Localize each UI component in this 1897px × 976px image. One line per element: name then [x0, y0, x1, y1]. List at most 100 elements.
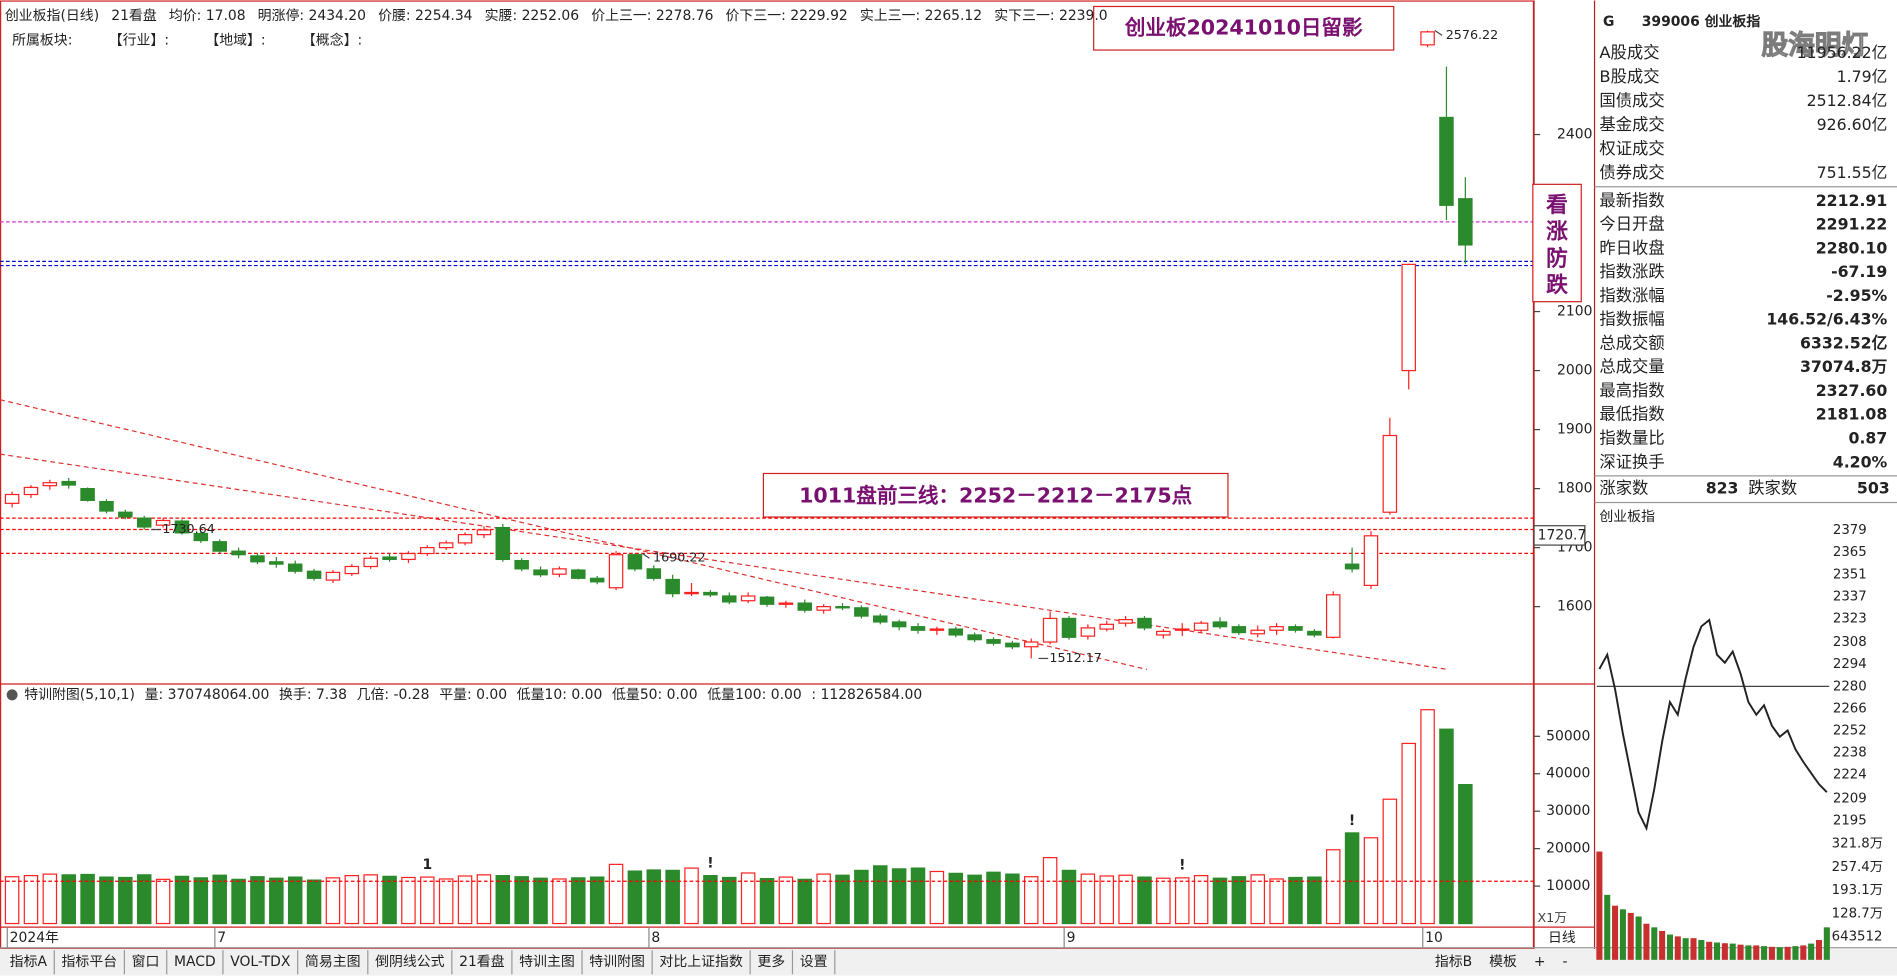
volume-bar: [740, 872, 756, 925]
tab[interactable]: -: [1562, 954, 1567, 970]
volume-bar: [1325, 849, 1341, 925]
tab[interactable]: VOL-TDX: [230, 954, 291, 970]
volume-bar: [967, 874, 982, 925]
tab[interactable]: 指标B: [1435, 954, 1472, 970]
volume-bar: [910, 867, 926, 925]
info-text: 21看盘: [111, 7, 157, 24]
volume-unit: X1万: [1537, 910, 1566, 925]
tab[interactable]: 对比上证指数: [659, 954, 743, 970]
panel-label: 昨日收盘: [1599, 238, 1664, 257]
volume-marker: !: [707, 856, 713, 872]
tab[interactable]: 窗口: [132, 953, 160, 970]
mini-volume-bar: [1768, 946, 1775, 960]
info-text: 明涨停: 2434.20: [258, 7, 366, 24]
panel-value: 37074.8万: [1800, 357, 1888, 376]
sector-label: 【行业】:: [109, 32, 169, 48]
y-tick-label: 20000: [1546, 841, 1590, 857]
candle-body: [174, 520, 190, 534]
y-tick-label: 2100: [1557, 304, 1592, 320]
tab[interactable]: MACD: [174, 954, 216, 970]
volume-bar: [797, 878, 813, 925]
panel-value: 146.52/6.43%: [1766, 310, 1887, 329]
intraday-line: [1598, 618, 1828, 832]
volume-bar: [929, 870, 945, 925]
panel-value: -67.19: [1831, 262, 1887, 281]
volume-bar: [1023, 876, 1039, 925]
info-text: 实上三一: 2265.12: [860, 8, 982, 24]
volume-bar: [891, 868, 907, 925]
mini-volume-bar: [1612, 905, 1619, 960]
y-tick-label: 10000: [1546, 878, 1590, 894]
panel-label: 指数涨跌: [1599, 262, 1664, 281]
info-text: 低量100: 0.00: [707, 687, 801, 703]
mini-volume-bar: [1627, 912, 1634, 960]
tab[interactable]: 更多: [757, 953, 785, 970]
volume-bar: [118, 876, 133, 925]
candle-body: [891, 621, 907, 628]
panel-value: 2512.84亿: [1807, 91, 1888, 110]
candle-body: [420, 547, 435, 555]
candle-body: [80, 488, 95, 502]
volume-bar: [438, 878, 454, 925]
panel-value: 751.55亿: [1817, 163, 1888, 182]
candle-body: [835, 606, 850, 609]
candle-body: [1307, 630, 1322, 636]
volume-bar: [1118, 874, 1133, 925]
info-text: : 112826584.00: [811, 687, 922, 703]
candle-body: [533, 569, 548, 576]
volume-bar: [401, 876, 416, 925]
tab[interactable]: 特训附图: [589, 954, 645, 970]
tab[interactable]: 指标A: [10, 954, 48, 970]
candle-body: [287, 563, 303, 572]
candle-body: [476, 529, 492, 536]
tab[interactable]: 倒阴线公式: [375, 954, 445, 970]
volume-bar: [231, 878, 246, 925]
candle-body: [231, 550, 246, 556]
panel-label: 指数量比: [1599, 429, 1664, 448]
volume-bar: [306, 879, 322, 925]
volume-marker: 1: [422, 857, 432, 873]
volume-bar: [1005, 873, 1020, 925]
y-tick-label: 40000: [1546, 766, 1590, 782]
volume-bar: [854, 869, 869, 925]
mini-volume-bar: [1714, 942, 1721, 960]
candle-body: [42, 482, 58, 487]
candle-body: [665, 578, 680, 595]
candle-body: [363, 557, 378, 568]
candle-body: [1288, 626, 1303, 631]
tab[interactable]: 设置: [800, 954, 828, 970]
volume-bar: [759, 877, 775, 925]
panel-prefix: G: [1603, 14, 1614, 30]
volume-bar: [873, 865, 888, 925]
volume-bar: [608, 863, 624, 925]
annotation-box: [1532, 183, 1582, 303]
annotation-lines: 1011盘前三线：2252－2212－2175点: [799, 483, 1193, 507]
candle-body: [948, 628, 964, 636]
volume-bar: [193, 877, 209, 925]
breadth-label: 跌家数: [1748, 479, 1797, 498]
x-tick-label: 8: [651, 930, 660, 946]
panel-label: 最高指数: [1599, 381, 1664, 400]
tab[interactable]: 特训主图: [519, 954, 575, 970]
tab[interactable]: 指标平台: [62, 954, 118, 970]
y-tick-label: 1600: [1557, 599, 1592, 615]
cross-value-box: [1533, 525, 1586, 546]
candle-body: [1269, 626, 1284, 631]
y-tick-label: 2224: [1833, 768, 1867, 783]
tab[interactable]: 简易主图: [305, 953, 361, 970]
tab[interactable]: +: [1534, 954, 1546, 970]
label-pointer: [1434, 30, 1443, 36]
candle-body: [608, 554, 624, 589]
y-tick-label: 193.1万: [1832, 883, 1883, 898]
volume-bar: [1439, 728, 1454, 925]
volume-bar: [42, 873, 58, 925]
candle-body: [457, 534, 473, 544]
candle-body: [1061, 617, 1077, 638]
tab[interactable]: 模板: [1489, 954, 1517, 970]
tab[interactable]: 21看盘: [459, 953, 505, 970]
volume-bar: [1250, 874, 1265, 925]
panel-label: 权证成交: [1599, 139, 1664, 158]
volume-bar: [420, 876, 435, 925]
volume-bar: [61, 874, 76, 925]
candle-body: [136, 517, 152, 528]
